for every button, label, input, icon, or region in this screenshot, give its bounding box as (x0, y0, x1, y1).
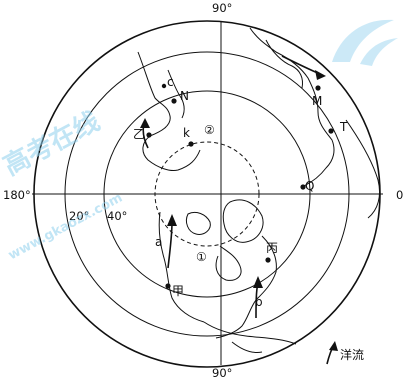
label-yi: 乙 (133, 127, 146, 141)
legend-arrow-head (329, 341, 338, 351)
label-M: M (312, 94, 323, 108)
africa-coast (345, 119, 381, 219)
label-top-90: 90° (212, 1, 233, 15)
europe-coast (249, 27, 335, 187)
arctic-islands (185, 211, 211, 235)
current-yi-head (140, 118, 150, 128)
south-america-coast (231, 341, 263, 353)
marker-k (188, 141, 194, 147)
label-bottom-90: 90° (212, 366, 233, 380)
label-N: N (180, 89, 189, 103)
label-k: k (183, 126, 190, 140)
current-a (167, 221, 173, 269)
label-right-0: 0 (396, 188, 404, 202)
east-asia-coast (137, 51, 201, 171)
label-b: b (255, 295, 263, 309)
watermark-logo-shape-2 (360, 38, 398, 66)
hudson-bay (215, 245, 242, 281)
current-b-head (253, 276, 263, 288)
label-jia: 甲 (172, 284, 185, 298)
current-arrowheads (140, 70, 338, 351)
legend-label: 洋流 (340, 348, 365, 362)
central-america-coast (203, 321, 297, 345)
label-T: T (340, 120, 348, 134)
scandinavia-coast (265, 39, 303, 89)
marker-c (161, 83, 167, 89)
region-2: ② (204, 123, 215, 137)
current-europe-head (315, 70, 326, 80)
greenland-coast (222, 199, 264, 243)
city-markers (146, 83, 334, 289)
marker-yi (146, 132, 152, 138)
label-a: a (155, 235, 163, 249)
current-a-head (167, 214, 177, 226)
label-Q: Q (305, 179, 315, 193)
region-1: ① (196, 250, 207, 264)
land-outlines (137, 27, 381, 353)
marker-T (328, 128, 334, 134)
label-c: c (167, 75, 174, 89)
marker-jia (165, 283, 171, 289)
watermark-logo-shape (332, 19, 394, 62)
marker-Q (300, 184, 306, 190)
marker-bing (265, 257, 271, 263)
label-bing: 丙 (266, 241, 279, 255)
marker-N (171, 98, 177, 104)
watermark-logo (332, 19, 398, 66)
kamchatka-coast (167, 69, 185, 119)
marker-M (315, 85, 321, 91)
north-america-west-coast (158, 211, 205, 323)
label-lat-20: 20° (69, 209, 90, 223)
label-lat-40: 40° (107, 209, 128, 223)
label-left-180: 180° (3, 188, 31, 202)
